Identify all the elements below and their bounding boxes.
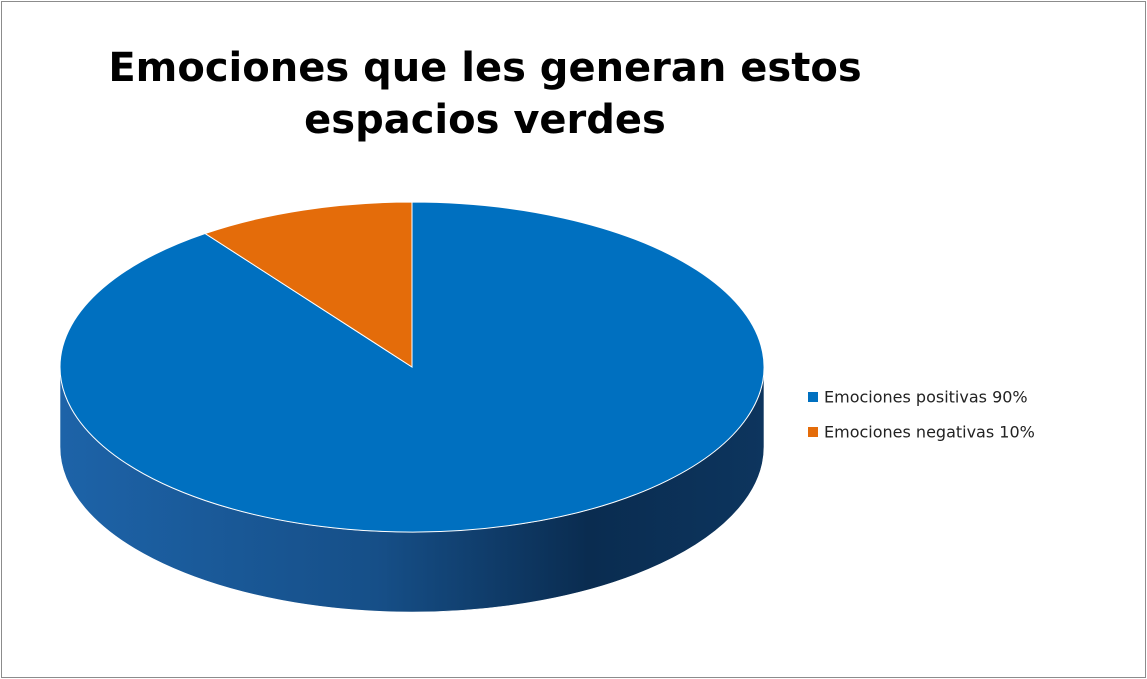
legend-label: Emociones positivas 90% — [824, 388, 1028, 407]
legend-label: Emociones negativas 10% — [824, 423, 1035, 442]
pie-slice — [203, 201, 413, 368]
chart-title: Emociones que les generan estos espacios… — [108, 45, 862, 143]
legend-swatch — [808, 392, 818, 402]
legend-swatch — [808, 427, 818, 437]
